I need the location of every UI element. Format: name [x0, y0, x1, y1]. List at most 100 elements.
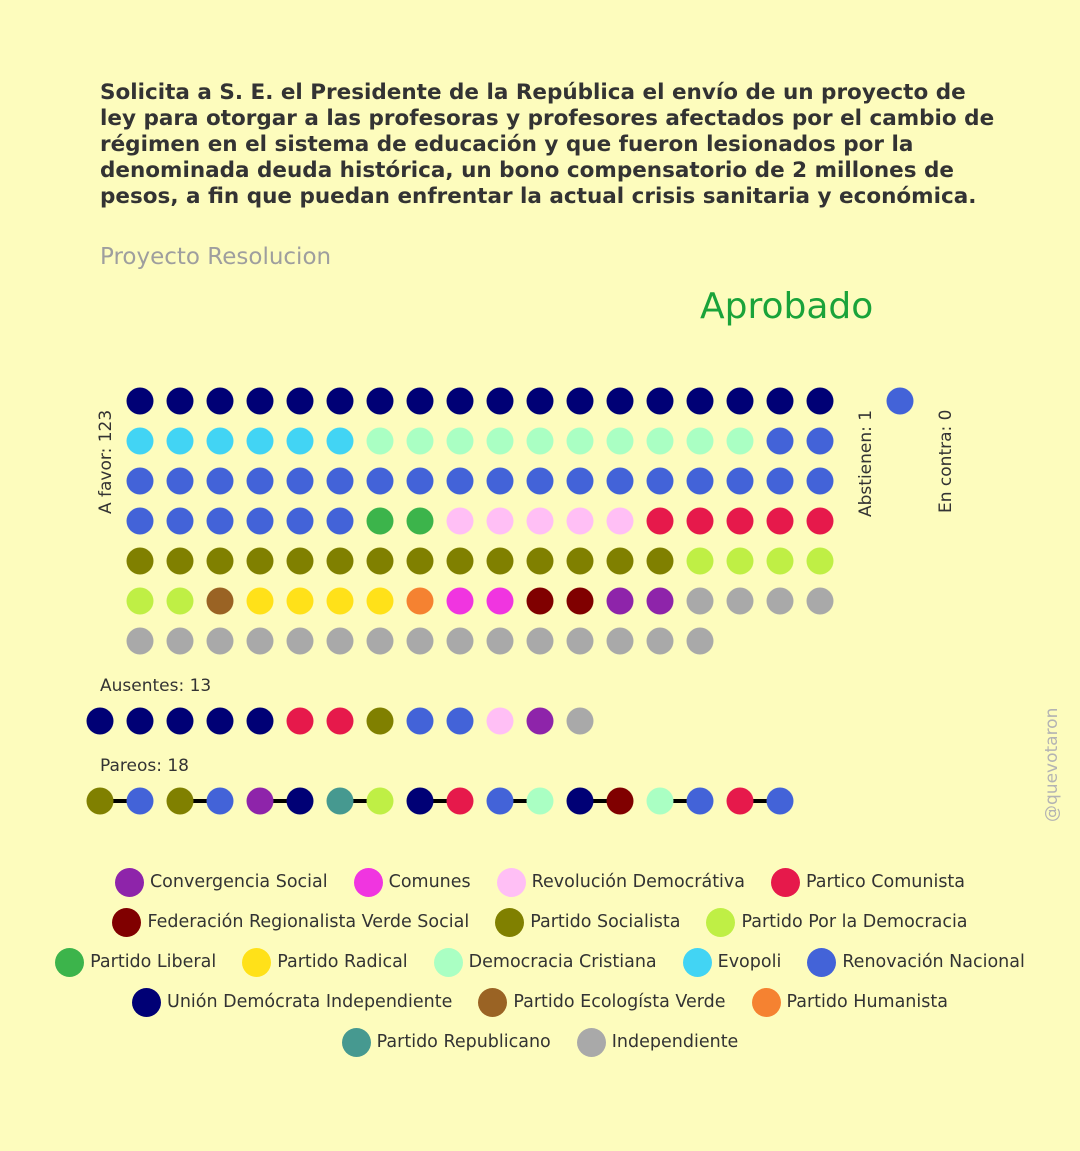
page-title: Solicita a S. E. el Presidente de la Rep…: [100, 80, 995, 209]
legend-label: Partido Ecologísta Verde: [513, 992, 726, 1012]
a-favor-dot: [606, 587, 634, 615]
ausente-dot: [526, 707, 554, 735]
legend-item: Federación Regionalista Verde Social: [112, 907, 470, 937]
pareo-dot: [206, 787, 234, 815]
legend-swatch: [771, 867, 800, 897]
legend-label: Evopoli: [717, 952, 782, 972]
a-favor-dot: [646, 587, 674, 615]
legend-label: Federación Regionalista Verde Social: [147, 912, 470, 932]
ausente-dot: [126, 707, 154, 735]
ausentes-dots: [86, 707, 594, 735]
a-favor-dot: [486, 387, 514, 415]
legend-label: Convergencia Social: [149, 872, 328, 892]
a-favor-dot: [406, 547, 434, 575]
a-favor-dot: [446, 627, 474, 655]
legend-item: Unión Demócrata Independiente: [132, 987, 452, 1017]
a-favor-dot: [126, 627, 154, 655]
a-favor-dot: [606, 427, 634, 455]
a-favor-dot: [566, 387, 594, 415]
a-favor-dot: [246, 627, 274, 655]
legend-item: Partico Comunista: [771, 867, 965, 897]
a-favor-dot: [326, 507, 354, 535]
pareo-dot: [766, 787, 794, 815]
ausente-dot: [406, 707, 434, 735]
legend-label: Partido Humanista: [786, 992, 948, 1012]
a-favor-dot: [166, 427, 194, 455]
a-favor-dot: [366, 627, 394, 655]
a-favor-dot: [486, 547, 514, 575]
legend-label: Partido Liberal: [90, 952, 217, 972]
pareo-dot: [486, 787, 514, 815]
legend-item: Partido Socialista: [495, 907, 680, 937]
ausente-dot: [206, 707, 234, 735]
a-favor-dot: [646, 547, 674, 575]
a-favor-dot: [486, 587, 514, 615]
a-favor-dot: [366, 507, 394, 535]
pareo-dot: [566, 787, 594, 815]
pareo-dot: [406, 787, 434, 815]
vote-dot-chart: [86, 387, 914, 815]
a-favor-dot: [766, 507, 794, 535]
a-favor-dot: [126, 547, 154, 575]
a-favor-dot: [126, 467, 154, 495]
a-favor-dot: [526, 587, 554, 615]
a-favor-dot: [646, 507, 674, 535]
legend-row: Unión Demócrata Independiente Partido Eco…: [0, 982, 1080, 1022]
legend-swatch: [576, 1027, 606, 1057]
ausente-dot: [286, 707, 314, 735]
a-favor-dot: [166, 547, 194, 575]
ausente-dot: [486, 707, 514, 735]
legend-label: Partido Radical: [277, 952, 408, 972]
a-favor-dot: [126, 507, 154, 535]
a-favor-dot: [166, 627, 194, 655]
a-favor-dot: [806, 387, 834, 415]
a-favor-dot: [606, 547, 634, 575]
legend-swatch: [682, 947, 712, 977]
a-favor-dot: [166, 467, 194, 495]
a-favor-dot: [526, 387, 554, 415]
a-favor-dot: [166, 587, 194, 615]
a-favor-dot: [486, 627, 514, 655]
a-favor-dot: [606, 627, 634, 655]
a-favor-dot: [646, 467, 674, 495]
pareo-dot: [366, 787, 394, 815]
a-favor-dot: [766, 387, 794, 415]
legend-item: Partido Radical: [242, 947, 408, 977]
legend-item: Partido Liberal: [55, 947, 217, 977]
legend-swatch: [242, 947, 272, 977]
a-favor-dot: [326, 627, 354, 655]
ausente-dot: [566, 707, 594, 735]
a-favor-dot: [446, 387, 474, 415]
a-favor-dot: [206, 507, 234, 535]
a-favor-dot: [366, 427, 394, 455]
a-favor-dot: [406, 467, 434, 495]
ausente-dot: [446, 707, 474, 735]
legend-item: Partido Republicano: [341, 1027, 551, 1057]
legend-item: Revolución Democrátiva: [496, 867, 745, 897]
a-favor-dot: [566, 467, 594, 495]
a-favor-dot: [406, 587, 434, 615]
pareo-dot: [286, 787, 314, 815]
a-favor-dot: [326, 587, 354, 615]
a-favor-dot: [246, 507, 274, 535]
a-favor-dot: [206, 387, 234, 415]
legend-label: Democracia Cristiana: [468, 952, 657, 972]
a-favor-dot: [606, 467, 634, 495]
legend-swatch: [706, 907, 736, 937]
legend-swatch: [751, 987, 781, 1017]
legend-swatch: [478, 987, 508, 1017]
a-favor-dot: [366, 547, 394, 575]
legend-label: Renovación Nacional: [842, 952, 1025, 972]
legend-row: Partido Liberal Partido Radical Democracia…: [0, 942, 1080, 982]
a-favor-dot: [646, 387, 674, 415]
legend-row: Federación Regionalista Verde Social Part…: [0, 902, 1080, 942]
legend-swatch: [496, 867, 526, 897]
pareo-dot: [86, 787, 114, 815]
pareo-dot: [686, 787, 714, 815]
a-favor-dot: [366, 467, 394, 495]
legend-item: Evopoli: [682, 947, 782, 977]
legend-swatch: [433, 947, 463, 977]
a-favor-dot: [406, 427, 434, 455]
a-favor-dot: [726, 427, 754, 455]
a-favor-dot: [366, 387, 394, 415]
